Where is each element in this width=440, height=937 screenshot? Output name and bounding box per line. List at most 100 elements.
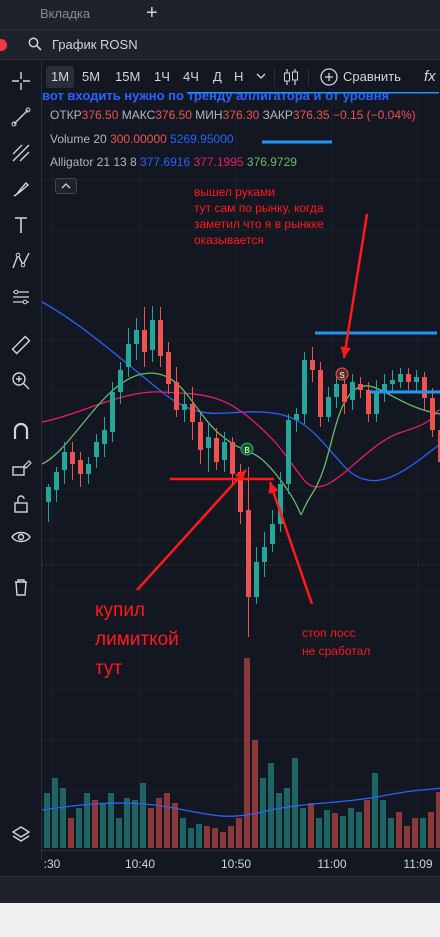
- volume-bar: [340, 816, 346, 848]
- search-bar[interactable]: График ROSN: [0, 30, 440, 60]
- buy-arrow-head: [234, 470, 246, 482]
- toolbar-divider: [274, 68, 275, 86]
- volume-bar: [100, 803, 106, 848]
- timeframe-w[interactable]: Н: [234, 69, 244, 84]
- candle-body: [382, 384, 387, 392]
- volume-bar: [148, 808, 154, 848]
- volume-bar: [252, 740, 258, 848]
- time-tick: 11:09: [403, 857, 433, 871]
- chevron-down-icon[interactable]: [256, 72, 266, 80]
- ruler-tool[interactable]: [0, 330, 42, 360]
- candle-body: [430, 398, 435, 430]
- lock-drawings-tool[interactable]: [0, 452, 42, 482]
- trash-icon: [15, 579, 27, 596]
- volume-bar: [188, 828, 194, 848]
- volume-bar: [388, 818, 394, 848]
- timeframe-4h[interactable]: 4Ч: [183, 69, 199, 84]
- candle-body: [302, 360, 307, 414]
- timeframe-15m[interactable]: 15М: [115, 69, 141, 84]
- volume-bar: [260, 778, 266, 848]
- notification-dot: [0, 39, 7, 51]
- alligator-legend[interactable]: Alligator 21 13 8 377.6916 377.1995 376.…: [50, 155, 297, 169]
- timeframe-d[interactable]: Д: [213, 69, 222, 84]
- candle-body: [286, 420, 291, 484]
- eye-icon: [11, 531, 31, 543]
- candle-body: [270, 524, 275, 544]
- object-tree-button[interactable]: [0, 820, 42, 850]
- prediction-tool[interactable]: [0, 282, 42, 312]
- stop-arrow: [268, 481, 314, 605]
- tab-label[interactable]: Вкладка: [40, 6, 91, 21]
- exit-arrow-head: [340, 346, 351, 358]
- remove-drawings-tool[interactable]: [0, 572, 42, 602]
- volume-label: Volume 20: [50, 132, 107, 146]
- brush-tool[interactable]: [0, 174, 42, 204]
- indicators-button[interactable]: fx: [424, 68, 436, 85]
- candle-body: [422, 377, 427, 398]
- volume-bar: [52, 778, 58, 848]
- stop-arrow-head: [268, 482, 279, 494]
- volume-bar: [332, 813, 338, 848]
- fib-tool[interactable]: [0, 138, 42, 168]
- volume-bar: [44, 793, 50, 848]
- volume-bar: [140, 783, 146, 848]
- candle-body: [350, 382, 355, 400]
- pattern-icon: [12, 252, 30, 269]
- candle-body: [326, 397, 331, 417]
- time-axis[interactable]: :30 10:40 10:50 11:00 11:09: [42, 850, 440, 876]
- compare-button[interactable]: Сравнить: [320, 66, 401, 88]
- candle-body: [222, 442, 227, 460]
- volume-legend[interactable]: Volume 20 300.00000 5269.95000: [50, 132, 234, 146]
- candle-body: [398, 374, 403, 382]
- magnet-tool[interactable]: [0, 416, 42, 446]
- exit-arrow: [342, 213, 369, 359]
- timeframe-1h[interactable]: 1Ч: [154, 69, 170, 84]
- candle-body: [406, 374, 411, 382]
- candle-body: [118, 370, 123, 392]
- volume-bar: [412, 818, 418, 848]
- volume-bar: [212, 828, 218, 848]
- volume-bar: [380, 800, 386, 848]
- candle-body: [366, 390, 371, 414]
- candle-body: [438, 430, 440, 462]
- hide-drawings-tool[interactable]: [0, 522, 42, 552]
- pattern-tool[interactable]: [0, 246, 42, 276]
- candle-body: [110, 392, 115, 432]
- volume-bar: [196, 824, 202, 848]
- candle-body: [190, 404, 195, 422]
- candle-body: [166, 352, 171, 384]
- volume-bar: [300, 808, 306, 848]
- volume-bar: [436, 792, 440, 848]
- volume-bar: [68, 818, 74, 848]
- candle-body: [246, 510, 251, 597]
- search-icon: [28, 37, 42, 51]
- prediction-icon: [13, 289, 29, 305]
- candles-icon[interactable]: [282, 67, 300, 87]
- volume-bar: [76, 808, 82, 848]
- volume-bar: [420, 818, 426, 848]
- price-chart[interactable]: BS: [42, 92, 440, 850]
- time-tick: 10:40: [124, 857, 156, 871]
- candle-body: [414, 377, 419, 382]
- timeframe-5m[interactable]: 5М: [82, 69, 101, 84]
- toolbar-divider: [308, 68, 309, 86]
- unlock-tool[interactable]: [0, 488, 42, 518]
- candle-body: [374, 392, 379, 414]
- compare-label: Сравнить: [343, 69, 401, 84]
- zoom-tool[interactable]: [0, 366, 42, 396]
- trend-line-tool[interactable]: [0, 102, 42, 132]
- candle-body: [70, 452, 75, 464]
- open-label: ОТКР: [50, 108, 82, 122]
- alligator-label: Alligator 21 13 8: [50, 155, 137, 169]
- high-value: 376.50: [155, 108, 192, 122]
- crosshair-tool[interactable]: [0, 66, 42, 96]
- volume-bar: [84, 793, 90, 848]
- text-tool[interactable]: [0, 210, 42, 240]
- timeframe-1m[interactable]: 1М: [46, 66, 75, 88]
- buy-arrow: [136, 469, 247, 591]
- candle-body: [78, 460, 83, 474]
- collapse-legend-button[interactable]: [55, 178, 77, 194]
- add-tab-button[interactable]: +: [146, 2, 158, 24]
- candle-body: [310, 360, 315, 370]
